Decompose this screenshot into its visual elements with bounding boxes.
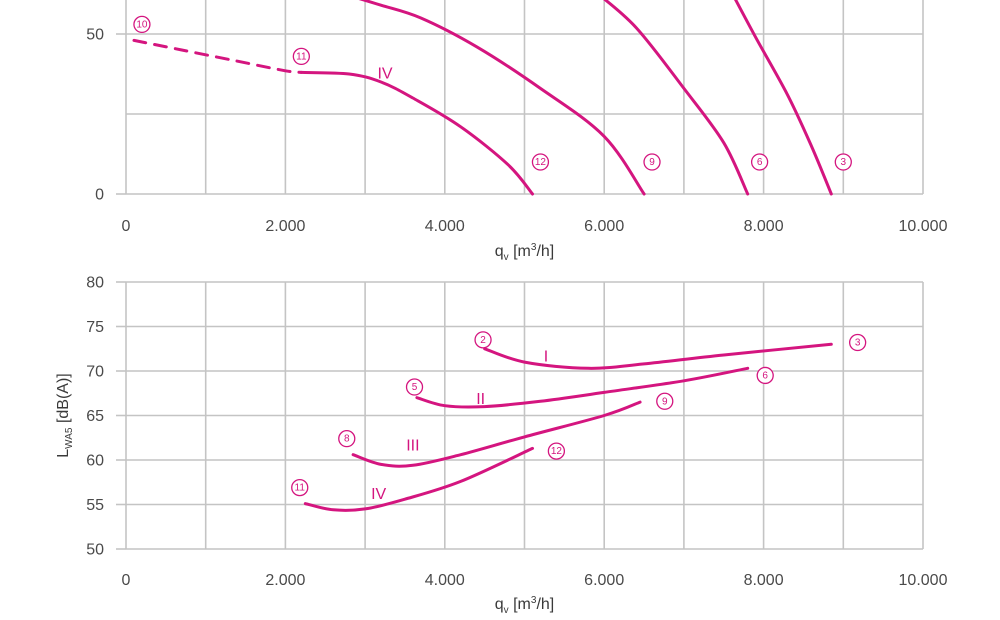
- point-marker-label: 11: [296, 51, 307, 62]
- point-marker-12: 12: [531, 153, 550, 171]
- curve-series: [603, 0, 750, 196]
- x-tick-label: 2.000: [265, 572, 305, 589]
- point-marker-label: 2: [480, 335, 486, 346]
- curve-series-ii: [415, 366, 750, 409]
- x-tick-label: 8.000: [744, 218, 784, 235]
- point-marker-label: 12: [535, 157, 547, 168]
- curve-series-iii: [351, 400, 642, 468]
- point-marker-label: 9: [662, 396, 668, 407]
- curve-series: [734, 0, 833, 196]
- point-marker-label: 5: [412, 382, 418, 393]
- x-axis-title: qv [m3/h]: [495, 595, 554, 616]
- point-marker-5: 5: [405, 378, 424, 396]
- y-tick-label: 50: [86, 542, 104, 559]
- curve-label-iii: III: [406, 437, 419, 454]
- curve-series-iv: [299, 70, 534, 196]
- y-tick-label: 70: [86, 364, 104, 381]
- curve-label-iv: IV: [371, 486, 386, 503]
- curve-series: [132, 38, 303, 74]
- y-tick-label: 0: [95, 187, 104, 204]
- sound-level-chart-panel: 0 2.000 4.000 6.000 8.000 10.0005055606570758…: [55, 275, 948, 617]
- x-tick-label: 0: [122, 572, 131, 589]
- curve-label-i: I: [544, 348, 548, 365]
- x-tick-label: 0: [122, 218, 131, 235]
- point-marker-9: 9: [656, 392, 674, 410]
- x-tick-label: 6.000: [584, 218, 624, 235]
- x-tick-label: 10.000: [899, 572, 948, 589]
- curve-series-iv: [303, 446, 534, 512]
- x-tick-label: 10.000: [899, 218, 948, 235]
- point-marker-2: 2: [474, 331, 492, 349]
- y-tick-label: 60: [86, 453, 104, 470]
- x-tick-label: 4.000: [425, 218, 465, 235]
- point-marker-10: 10: [133, 15, 151, 34]
- point-marker-label: 6: [757, 157, 763, 168]
- point-marker-label: 6: [762, 370, 768, 381]
- point-marker-11: 11: [292, 47, 310, 66]
- curve-label-iii: III: [406, 0, 419, 1]
- point-marker-11: 11: [291, 478, 309, 497]
- point-marker-label: 3: [841, 157, 847, 168]
- pressure-chart-panel: 0 2.000 4.000 6.000 8.000 10.000 0 50 qv [m3/h] I…: [86, 0, 948, 263]
- point-marker-9: 9: [643, 153, 661, 171]
- point-marker-6: 6: [750, 153, 769, 171]
- point-marker-3: 3: [848, 333, 867, 352]
- point-marker-label: 11: [295, 483, 306, 494]
- x-tick-label: 6.000: [584, 572, 624, 589]
- y-tick-label: 80: [86, 275, 104, 292]
- x-axis-title: qv [m3/h]: [495, 242, 554, 263]
- x-tick-label: 8.000: [744, 572, 784, 589]
- y-axis-title: LWA5 [dB(A)]: [55, 373, 75, 457]
- point-marker-label: 8: [344, 434, 350, 445]
- point-marker-label: 9: [649, 157, 655, 168]
- point-marker-label: 12: [551, 446, 563, 457]
- point-marker-label: 10: [136, 19, 148, 30]
- y-tick-label: 65: [86, 408, 104, 425]
- curve-series-i: [483, 342, 833, 370]
- x-tick-label: 4.000: [425, 572, 465, 589]
- y-tick-label: 55: [86, 497, 104, 514]
- x-tick-label: 2.000: [265, 218, 305, 235]
- point-marker-8: 8: [338, 429, 356, 448]
- point-marker-3: 3: [834, 153, 852, 171]
- y-tick-label: 50: [86, 27, 104, 44]
- point-marker-6: 6: [756, 366, 774, 385]
- curve-label-ii: II: [476, 391, 485, 408]
- point-marker-label: 3: [855, 338, 861, 349]
- curve-series-iii: [358, 0, 646, 196]
- point-marker-12: 12: [547, 442, 566, 460]
- y-tick-label: 75: [86, 319, 104, 336]
- curve-label-iv: IV: [377, 66, 392, 83]
